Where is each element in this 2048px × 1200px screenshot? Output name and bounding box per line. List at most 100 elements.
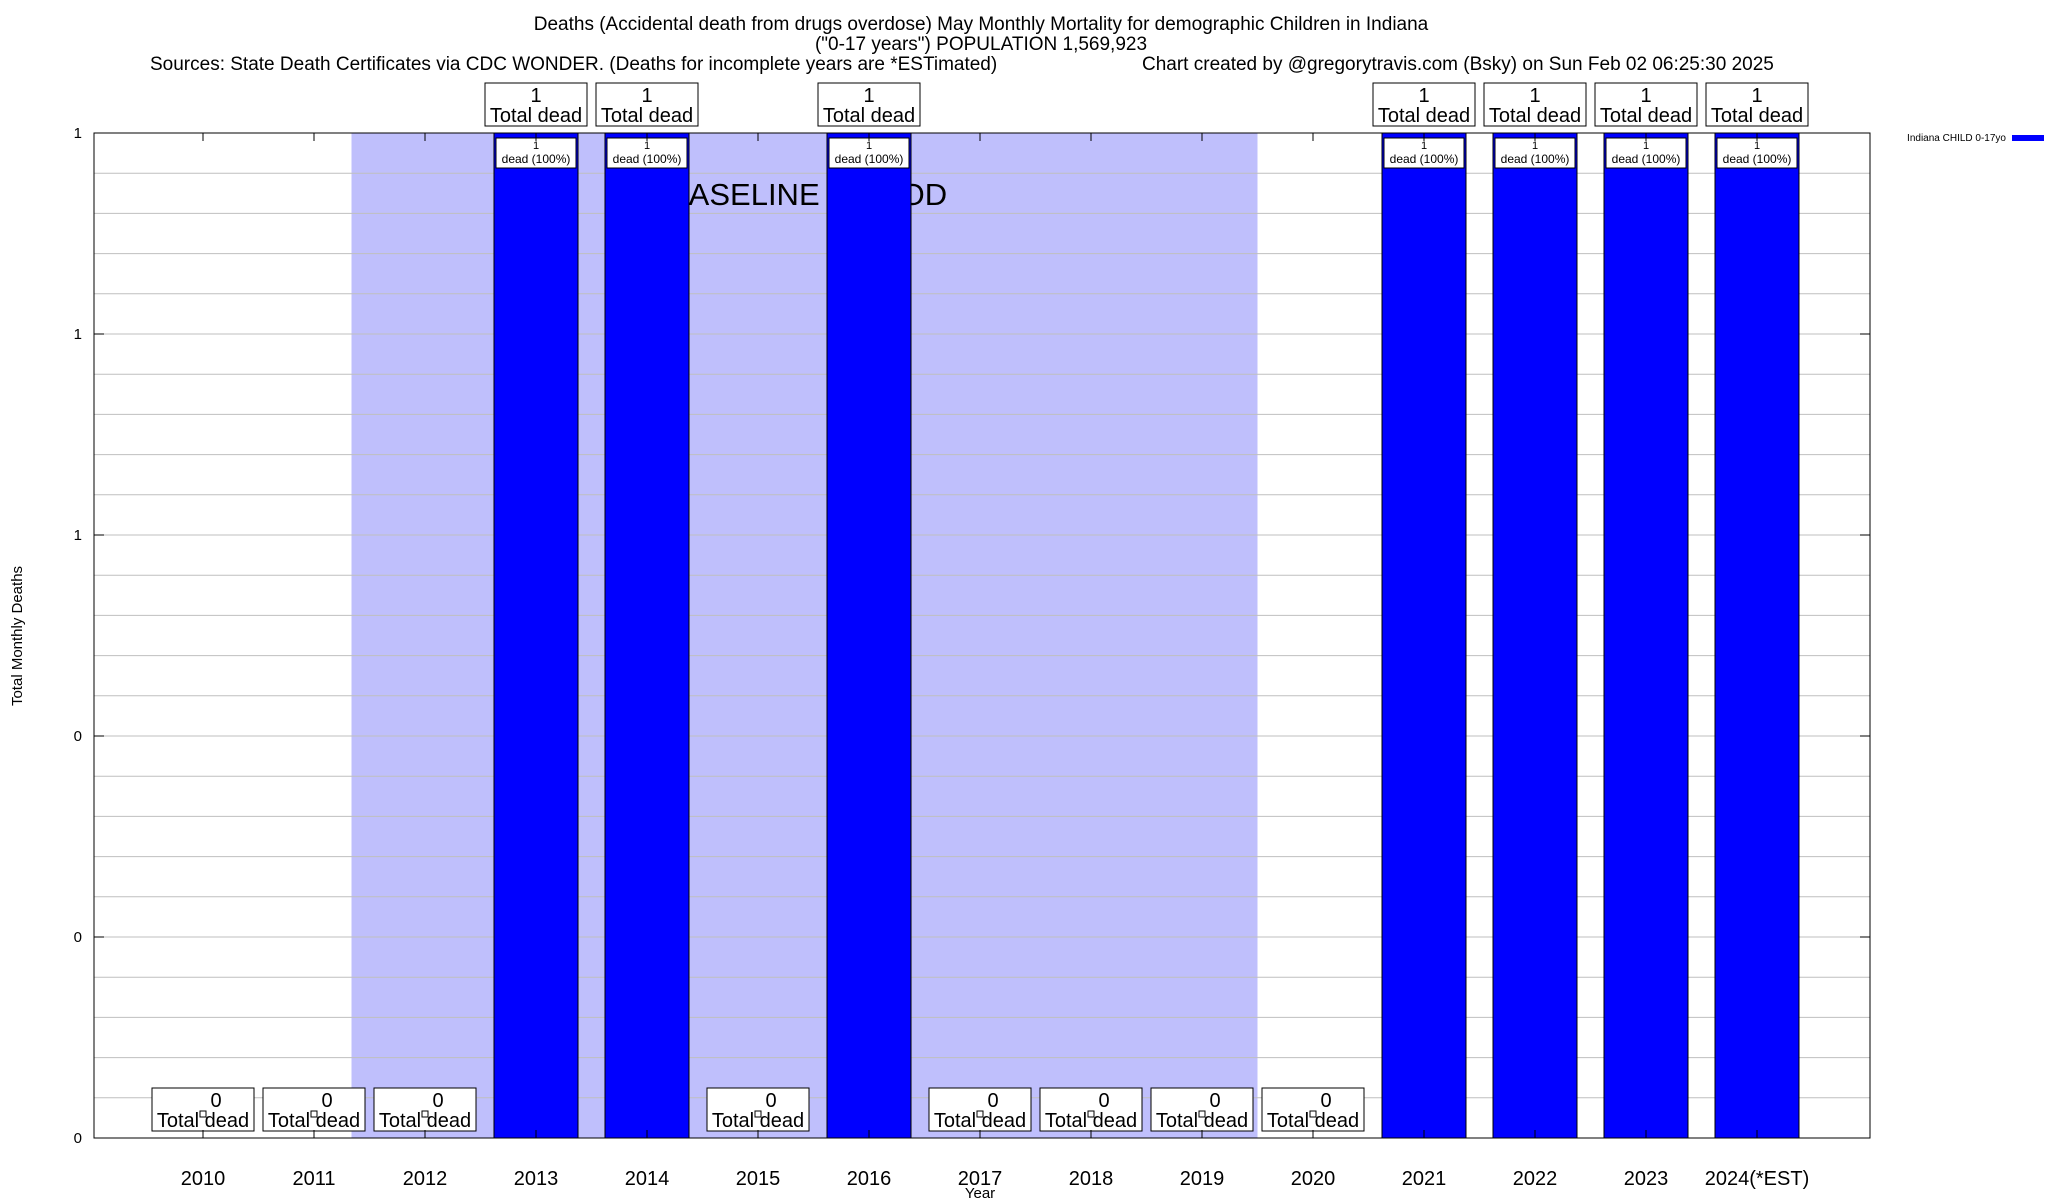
- total-label-text-2017: Total dead: [934, 1110, 1026, 1132]
- total-label-text-2021: Total dead: [1378, 105, 1470, 127]
- total-label-text-2012: Total dead: [379, 1110, 471, 1132]
- x-tick-label-2019: 2019: [1180, 1168, 1225, 1190]
- total-label-value-2011: 0: [321, 1090, 332, 1112]
- total-label-text-2016: Total dead: [823, 105, 915, 127]
- x-tick-label-2016: 2016: [847, 1168, 892, 1190]
- total-label-value-2023: 1: [1640, 85, 1651, 107]
- zero-marker-2012: [421, 1110, 429, 1118]
- bar-label-box-2022: [1494, 137, 1576, 169]
- y-tick-label-2: 0: [74, 728, 82, 745]
- bar-label-text-2023: dead (100%): [1612, 152, 1681, 166]
- x-tick-label-2015: 2015: [736, 1168, 781, 1190]
- total-label-text-2018: Total dead: [1045, 1110, 1137, 1132]
- legend-label: Indiana CHILD 0-17yo: [1907, 133, 2006, 144]
- x-tick-label-2024(*EST): 2024(*EST): [1705, 1168, 1810, 1190]
- total-label-box-2022: [1483, 82, 1587, 127]
- zero-marker-2015: [754, 1110, 762, 1118]
- total-label-box-2014: [595, 82, 699, 127]
- total-label-box-2013: [484, 82, 588, 127]
- zero-marker-2018: [1087, 1110, 1095, 1118]
- total-label-value-2015: 0: [765, 1090, 776, 1112]
- total-label-text-2019: Total dead: [1156, 1110, 1248, 1132]
- bar-2013: [493, 132, 579, 1139]
- x-tick-label-2022: 2022: [1513, 1168, 1558, 1190]
- x-tick-label-2011: 2011: [292, 1168, 335, 1190]
- y-axis-label: Total Monthly Deaths: [9, 566, 26, 706]
- total-label-value-2016: 1: [863, 85, 874, 107]
- total-label-box-2023: [1594, 82, 1698, 127]
- y-tick-label-1: 0: [74, 929, 82, 946]
- total-label-box-2011: [262, 1087, 366, 1132]
- bar-label-box-2014: [606, 137, 688, 169]
- chart-credit: Chart created by @gregorytravis.com (Bsk…: [1142, 54, 1774, 75]
- bar-label-value-2022: 1: [1532, 140, 1538, 152]
- bar-label-text-2014: dead (100%): [613, 152, 682, 166]
- bar-label-text-2013: dead (100%): [502, 152, 571, 166]
- x-tick-label-2013: 2013: [514, 1168, 559, 1190]
- bar-label-text-2021: dead (100%): [1390, 152, 1459, 166]
- bar-label-value-2024(*EST): 1: [1754, 140, 1760, 152]
- x-tick-label-2023: 2023: [1624, 1168, 1669, 1190]
- chart-title-line-1: Deaths (Accidental death from drugs over…: [533, 14, 1429, 35]
- zero-marker-2020: [1309, 1110, 1317, 1118]
- total-label-value-2017: 0: [987, 1090, 998, 1112]
- total-label-text-2023: Total dead: [1600, 105, 1692, 127]
- y-tick-label-0: 0: [74, 1130, 82, 1147]
- baseline-period-band: [351, 133, 1258, 1138]
- x-tick-label-2014: 2014: [625, 1168, 670, 1190]
- x-tick-label-2017: 2017: [958, 1168, 1003, 1190]
- total-label-value-2022: 1: [1529, 85, 1540, 107]
- legend-swatch: [2012, 135, 2044, 141]
- total-label-text-2013: Total dead: [490, 105, 582, 127]
- plot-frame: [93, 132, 1871, 1139]
- y-tick-label-5: 1: [74, 125, 82, 142]
- x-tick-label-2018: 2018: [1069, 1168, 1114, 1190]
- bar-2021: [1381, 132, 1467, 1139]
- bar-label-value-2023: 1: [1643, 140, 1649, 152]
- x-tick-label-2021: 2021: [1402, 1168, 1447, 1190]
- bar-2023: [1603, 132, 1689, 1139]
- x-tick-label-2020: 2020: [1291, 1168, 1336, 1190]
- total-label-box-2010: [151, 1087, 255, 1132]
- total-label-value-2021: 1: [1418, 85, 1429, 107]
- total-label-box-2018: [1039, 1087, 1143, 1132]
- zero-marker-2019: [1198, 1110, 1206, 1118]
- bar-label-text-2024(*EST): dead (100%): [1723, 152, 1792, 166]
- total-label-box-2021: [1372, 82, 1476, 127]
- total-label-value-2024(*EST): 1: [1751, 85, 1762, 107]
- bar-label-box-2021: [1383, 137, 1465, 169]
- total-label-box-2024(*EST): [1705, 82, 1809, 127]
- x-tick-label-2012: 2012: [403, 1168, 448, 1190]
- total-label-value-2010: 0: [210, 1090, 221, 1112]
- total-label-box-2020: [1261, 1087, 1365, 1132]
- total-label-text-2014: Total dead: [601, 105, 693, 127]
- y-tick-label-4: 1: [74, 326, 82, 343]
- bar-label-value-2014: 1: [644, 140, 650, 152]
- y-tick-label-3: 1: [74, 527, 82, 544]
- bar-label-text-2022: dead (100%): [1501, 152, 1570, 166]
- bar-label-box-2013: [495, 137, 577, 169]
- total-label-text-2020: Total dead: [1267, 1110, 1359, 1132]
- chart-title-line-2: ("0-17 years") POPULATION 1,569,923: [814, 34, 1148, 55]
- zero-marker-2010: [199, 1110, 207, 1118]
- total-label-text-2011: Total dead: [268, 1110, 360, 1132]
- total-label-value-2014: 1: [641, 85, 652, 107]
- total-label-text-2015: Total dead: [712, 1110, 804, 1132]
- total-label-text-2024(*EST): Total dead: [1711, 105, 1803, 127]
- total-label-box-2012: [373, 1087, 477, 1132]
- bar-2016: [826, 132, 912, 1139]
- total-label-box-2019: [1150, 1087, 1254, 1132]
- bar-label-box-2016: [828, 137, 910, 169]
- x-tick-label-2010: 2010: [181, 1168, 226, 1190]
- total-label-box-2016: [817, 82, 921, 127]
- bar-2014: [604, 132, 690, 1139]
- bar-2024(*EST): [1714, 132, 1800, 1139]
- bar-label-value-2021: 1: [1421, 140, 1427, 152]
- total-label-value-2018: 0: [1098, 1090, 1109, 1112]
- chart-sources: Sources: State Death Certificates via CD…: [150, 54, 998, 75]
- bar-label-text-2016: dead (100%): [835, 152, 904, 166]
- bar-label-box-2023: [1605, 137, 1687, 169]
- bar-label-value-2016: 1: [866, 140, 872, 152]
- bar-label-value-2013: 1: [533, 140, 539, 152]
- total-label-value-2013: 1: [530, 85, 541, 107]
